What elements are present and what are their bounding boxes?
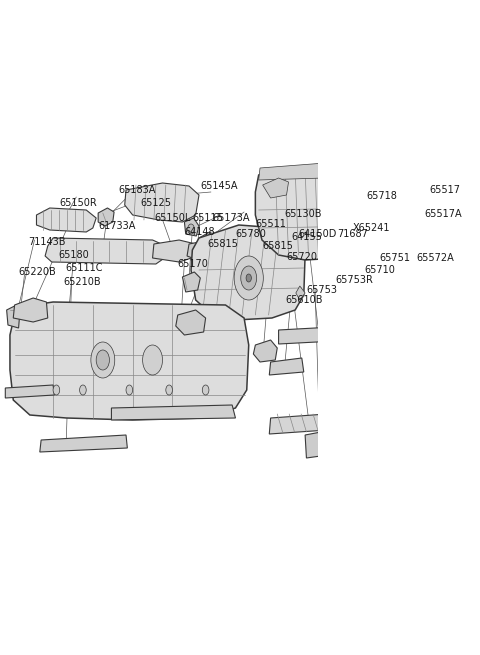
- Polygon shape: [335, 318, 410, 358]
- Text: 65718: 65718: [366, 191, 397, 201]
- Polygon shape: [187, 241, 212, 260]
- Circle shape: [143, 345, 163, 375]
- Text: 65751: 65751: [379, 253, 410, 263]
- Circle shape: [329, 436, 334, 444]
- Circle shape: [188, 224, 194, 234]
- Polygon shape: [182, 272, 200, 292]
- Circle shape: [326, 432, 337, 448]
- Polygon shape: [184, 218, 199, 236]
- Text: 65753R: 65753R: [335, 275, 373, 285]
- Text: 65517A: 65517A: [424, 209, 462, 219]
- Text: 65720: 65720: [287, 252, 318, 262]
- Text: 64148: 64148: [184, 227, 215, 237]
- Text: 65572A: 65572A: [417, 253, 454, 263]
- Polygon shape: [153, 240, 198, 262]
- Text: 65780: 65780: [236, 229, 266, 239]
- Polygon shape: [424, 162, 435, 174]
- Circle shape: [202, 385, 209, 395]
- Polygon shape: [281, 234, 302, 252]
- Circle shape: [241, 266, 257, 290]
- Polygon shape: [413, 260, 425, 276]
- Polygon shape: [255, 165, 375, 260]
- Circle shape: [126, 385, 132, 395]
- Polygon shape: [45, 238, 166, 264]
- Circle shape: [80, 385, 86, 395]
- Polygon shape: [36, 208, 96, 232]
- Polygon shape: [387, 162, 398, 174]
- Polygon shape: [7, 306, 20, 328]
- Polygon shape: [263, 178, 288, 198]
- Text: 65815: 65815: [262, 241, 293, 251]
- Polygon shape: [278, 326, 355, 344]
- Circle shape: [406, 160, 417, 176]
- Polygon shape: [176, 310, 205, 335]
- Polygon shape: [269, 358, 304, 375]
- Circle shape: [234, 256, 264, 300]
- Text: 65220B: 65220B: [19, 267, 56, 277]
- Text: 65610B: 65610B: [285, 295, 323, 305]
- Text: 65125: 65125: [141, 198, 172, 208]
- Text: 65115: 65115: [192, 213, 223, 223]
- Text: 65150L: 65150L: [154, 213, 190, 223]
- Polygon shape: [98, 208, 114, 226]
- Text: 65517: 65517: [430, 185, 461, 195]
- Text: 65815: 65815: [207, 239, 238, 249]
- Text: 71687: 71687: [337, 229, 368, 239]
- Polygon shape: [13, 298, 48, 322]
- Circle shape: [53, 385, 60, 395]
- Polygon shape: [406, 190, 417, 202]
- Polygon shape: [305, 430, 337, 458]
- Text: 65511: 65511: [255, 219, 286, 229]
- Polygon shape: [199, 232, 216, 250]
- Polygon shape: [345, 360, 406, 394]
- Polygon shape: [269, 412, 357, 434]
- Text: X65241: X65241: [353, 223, 390, 233]
- Polygon shape: [40, 435, 127, 452]
- Polygon shape: [191, 225, 305, 320]
- Text: 71143B: 71143B: [28, 237, 65, 247]
- Text: 65710: 65710: [365, 265, 396, 275]
- Text: 65111C: 65111C: [65, 263, 103, 273]
- Polygon shape: [5, 385, 54, 398]
- Circle shape: [246, 274, 252, 282]
- Text: 65170: 65170: [178, 259, 209, 269]
- Circle shape: [91, 342, 115, 378]
- Text: 65210B: 65210B: [64, 277, 101, 287]
- Text: 65173A: 65173A: [212, 213, 250, 223]
- Text: 65183A: 65183A: [118, 185, 156, 195]
- Text: 65753: 65753: [306, 285, 337, 295]
- Circle shape: [96, 350, 109, 370]
- Polygon shape: [125, 183, 199, 222]
- Polygon shape: [378, 190, 428, 215]
- Polygon shape: [296, 286, 305, 300]
- Polygon shape: [111, 405, 236, 420]
- Circle shape: [322, 200, 342, 230]
- Text: 65150R: 65150R: [60, 198, 97, 208]
- Text: 65145A: 65145A: [200, 181, 238, 191]
- Polygon shape: [10, 302, 249, 420]
- Text: 61733A: 61733A: [98, 221, 135, 231]
- Polygon shape: [259, 163, 330, 180]
- Polygon shape: [406, 134, 417, 146]
- Polygon shape: [253, 340, 277, 362]
- Polygon shape: [357, 308, 415, 326]
- Text: 64155: 64155: [292, 232, 323, 242]
- Circle shape: [166, 385, 172, 395]
- Text: 65130B: 65130B: [284, 209, 322, 219]
- Polygon shape: [332, 438, 372, 468]
- Text: 65180: 65180: [59, 250, 89, 260]
- Text: 64150D: 64150D: [299, 229, 337, 239]
